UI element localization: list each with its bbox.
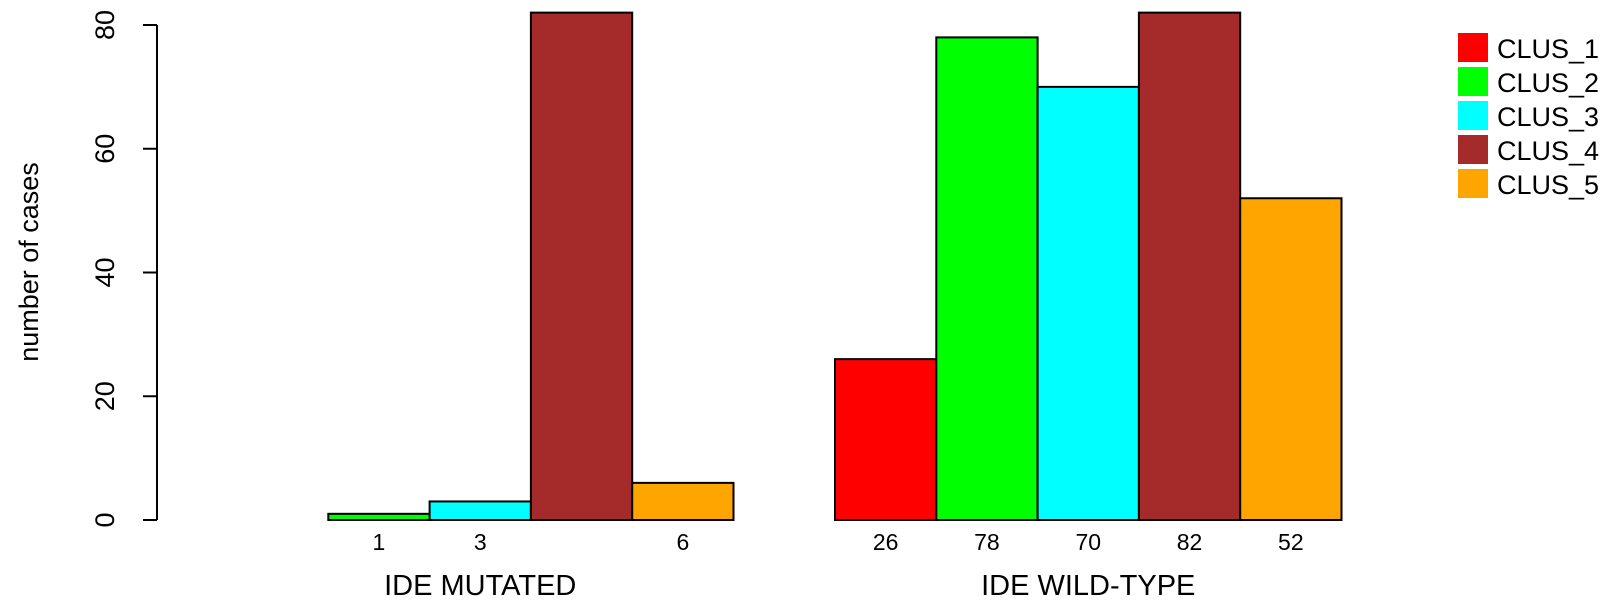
legend-swatch <box>1458 135 1488 164</box>
legend-label: CLUS_1 <box>1497 34 1599 64</box>
legend-label: CLUS_5 <box>1497 170 1599 200</box>
bar-clus_3-wild-type <box>1036 85 1140 521</box>
y-axis: 0 20 40 60 80 <box>90 10 158 528</box>
bar-value-label: 6 <box>676 529 689 555</box>
legend-label: CLUS_4 <box>1497 136 1599 166</box>
y-tick-label: 20 <box>90 381 120 411</box>
bar-clus_4-mutated <box>529 11 634 521</box>
legend-label: CLUS_2 <box>1497 68 1599 98</box>
y-tick-label: 80 <box>90 10 120 40</box>
bar-value-labels: 1 3 6 26 78 70 82 52 <box>373 529 1304 555</box>
category-labels: IDE MUTATED IDE WILD-TYPE <box>384 570 1195 601</box>
legend-swatch <box>1458 101 1488 130</box>
bar-value-label: 82 <box>1177 529 1203 555</box>
bar-value-label: 26 <box>873 529 899 555</box>
legend: CLUS_1 CLUS_2 CLUS_3 CLUS_4 CLUS_5 <box>1458 33 1599 200</box>
legend-swatch <box>1458 169 1488 198</box>
legend-label: CLUS_3 <box>1497 102 1599 132</box>
bar-clus_2-mutated <box>327 512 431 521</box>
legend-swatch <box>1458 67 1488 96</box>
bar-clus_5-mutated <box>631 481 735 521</box>
bar-clus_1-wild-type <box>834 358 938 521</box>
bar-clus_4-wild-type <box>1137 11 1242 521</box>
y-tick-label: 40 <box>90 257 120 287</box>
bar-value-label: 78 <box>974 529 1000 555</box>
bar-clus_3-mutated <box>428 500 532 521</box>
y-tick-label: 60 <box>90 134 120 164</box>
bar-value-label: 3 <box>474 529 487 555</box>
category-label: IDE WILD-TYPE <box>981 570 1195 601</box>
bar-clus_5-wild-type <box>1239 197 1343 521</box>
y-axis-label: number of cases <box>14 162 44 362</box>
category-label: IDE MUTATED <box>384 570 576 601</box>
y-tick-label: 0 <box>90 512 120 527</box>
bar-value-label: 1 <box>373 529 386 555</box>
legend-swatch <box>1458 33 1488 62</box>
bar-value-label: 52 <box>1278 529 1304 555</box>
bar-clus_2-wild-type <box>935 36 1039 521</box>
bars <box>327 11 1343 521</box>
bar-value-label: 70 <box>1075 529 1101 555</box>
